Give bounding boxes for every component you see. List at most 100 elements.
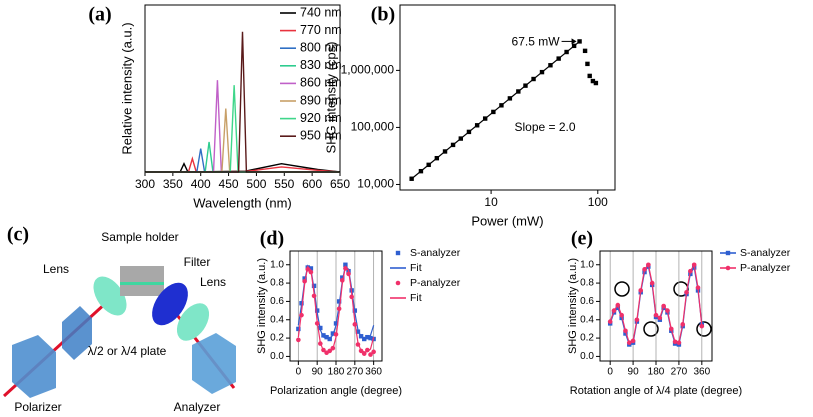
data-point — [371, 349, 376, 355]
data-point — [676, 340, 682, 345]
data-point — [649, 280, 655, 286]
component-label: Polarizer — [14, 400, 61, 414]
y-tick-label: 0.4 — [580, 314, 594, 325]
data-point — [619, 312, 624, 318]
data-point — [582, 48, 588, 54]
circular-polarization-icon — [643, 321, 659, 337]
annotation: Slope = 2.0 — [514, 120, 575, 134]
x-axis-title: Power (mW) — [471, 213, 543, 228]
annotation: 67.5 mW — [512, 35, 561, 49]
series-line — [145, 156, 341, 173]
legend-label: 830 nm — [300, 58, 342, 72]
legend-label: P-analyzer — [410, 277, 461, 289]
data-point — [688, 268, 693, 274]
y-axis-title: SHG intensity (cps) — [323, 42, 338, 154]
y-tick-label: 0.4 — [270, 314, 284, 325]
x-tick-label: 360 — [365, 367, 382, 378]
x-tick-label: 270 — [346, 367, 363, 378]
legend-marker — [725, 265, 731, 271]
lens — [176, 303, 210, 341]
component-label: Lens — [43, 262, 69, 276]
data-point — [619, 315, 624, 321]
plot-frame — [599, 250, 713, 362]
data-point — [324, 334, 329, 340]
y-tick-label: 0.8 — [270, 278, 284, 289]
data-point — [638, 288, 644, 293]
data-point — [626, 340, 632, 345]
data-point — [642, 267, 647, 272]
legend-label: 740 nm — [300, 5, 342, 19]
data-point — [623, 328, 628, 334]
setup-diagram — [2, 266, 236, 398]
data-point — [340, 275, 345, 280]
data-point — [611, 308, 617, 313]
data-point — [615, 302, 621, 308]
data-point — [368, 335, 373, 341]
data-point — [585, 61, 590, 67]
data-point — [661, 303, 666, 309]
data-point — [327, 336, 332, 342]
series-line — [145, 161, 341, 173]
component-label: Analyzer — [174, 400, 221, 414]
data-point — [684, 289, 689, 295]
legend-label: 890 nm — [300, 93, 342, 107]
x-tick-label: 500 — [246, 177, 266, 191]
x-tick-label: 650 — [330, 177, 350, 191]
data-point — [362, 336, 367, 342]
data-point — [691, 262, 697, 268]
data-point — [695, 285, 701, 290]
lens — [93, 276, 127, 316]
component-label: λ/2 or λ/4 plate — [88, 344, 167, 358]
x-tick-label: 0 — [607, 367, 613, 378]
x-tick-label: 600 — [302, 177, 322, 191]
y-axis-title: Relative intensity (a.u.) — [119, 22, 134, 154]
x-tick-label: 400 — [191, 177, 211, 191]
data-point — [646, 262, 651, 268]
x-tick-label: 0 — [296, 367, 302, 378]
data-point — [668, 326, 674, 332]
y-tick-label: 0.2 — [270, 333, 284, 344]
x-tick-label: 10 — [484, 195, 498, 209]
y-tick-label: 0.6 — [270, 296, 284, 307]
legend-label: 950 nm — [300, 128, 342, 142]
data-point — [657, 315, 663, 321]
annotation-arrowhead — [571, 38, 577, 45]
data-point — [615, 305, 621, 311]
y-tick-label: 1,000,000 — [341, 63, 395, 77]
x-axis-title: Polarization angle (degree) — [270, 385, 402, 397]
series-line — [411, 40, 580, 180]
y-axis-title: SHG intensity (a.u.) — [256, 258, 268, 354]
x-tick-label: 350 — [163, 177, 183, 191]
component-label: Filter — [184, 255, 211, 269]
legend-label: Fit — [410, 262, 422, 274]
panel-label: (d) — [260, 228, 284, 250]
data-point — [577, 39, 582, 44]
legend-marker — [725, 250, 731, 256]
data-point — [361, 351, 367, 356]
data-point — [321, 333, 326, 338]
data-point — [607, 319, 613, 324]
series-line — [145, 141, 340, 173]
data-point — [672, 339, 678, 345]
x-tick-label: 450 — [219, 177, 239, 191]
data-point — [590, 78, 596, 84]
y-tick-label: 10,000 — [357, 177, 394, 191]
x-tick-label: 270 — [671, 367, 688, 378]
y-tick-label: 0.6 — [580, 296, 594, 307]
panel-label: (e) — [571, 228, 593, 250]
x-axis-title: Wavelength (nm) — [193, 195, 292, 210]
legend-label: S-analyzer — [410, 247, 461, 259]
x-tick-label: 550 — [274, 177, 294, 191]
data-point — [296, 337, 301, 343]
y-tick-label: 0.0 — [580, 351, 594, 362]
x-tick-label: 90 — [628, 367, 640, 378]
x-tick-label: 90 — [312, 367, 324, 378]
data-point — [368, 352, 373, 357]
legend-label: S-analyzer — [740, 247, 791, 259]
filter — [152, 282, 188, 326]
legend-label: Fit — [410, 292, 422, 304]
x-axis-title: Rotation angle of λ/4 plate (degree) — [570, 385, 742, 397]
legend-label: 920 nm — [300, 111, 342, 125]
panel-label: (c) — [7, 224, 29, 246]
